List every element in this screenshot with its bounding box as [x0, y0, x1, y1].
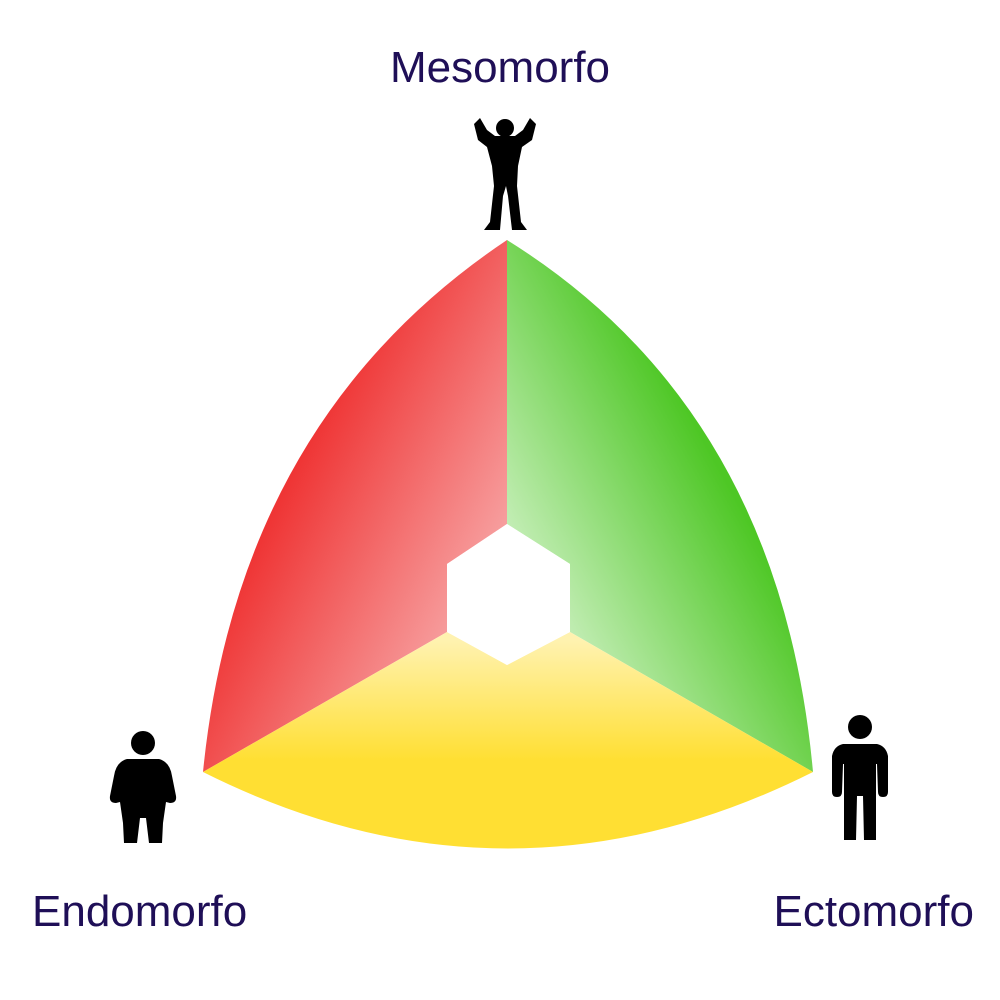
center-hexagon	[447, 524, 570, 665]
heavy-person-icon	[109, 731, 177, 843]
red-sector	[203, 240, 507, 772]
muscular-person-icon	[474, 118, 536, 230]
yellow-sector	[203, 632, 813, 849]
green-sector	[507, 240, 813, 772]
label-ectomorfo: Ectomorfo	[773, 887, 974, 936]
label-endomorfo: Endomorfo	[32, 887, 248, 936]
slim-person-icon	[832, 715, 888, 840]
label-mesomorfo: Mesomorfo	[389, 43, 611, 92]
